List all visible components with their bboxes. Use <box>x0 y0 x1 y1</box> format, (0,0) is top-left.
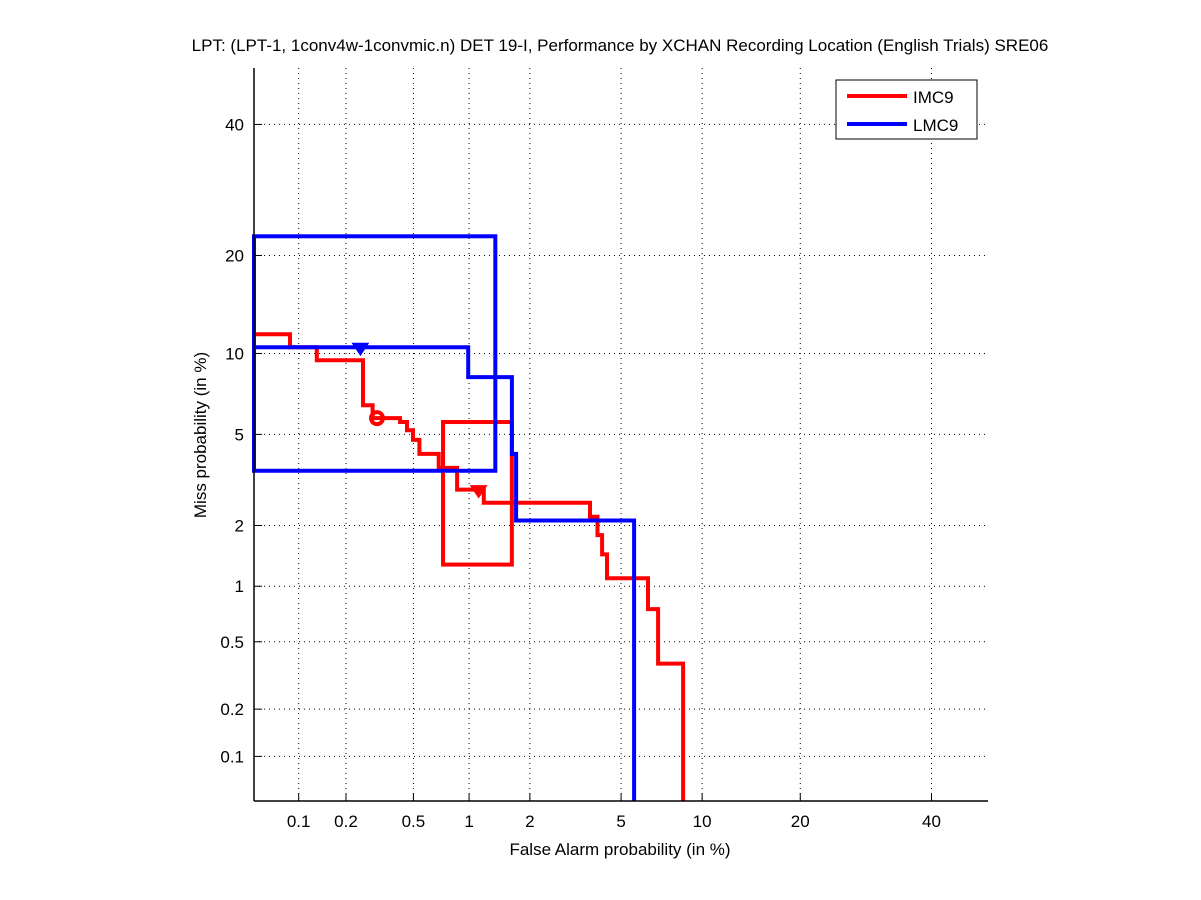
x-tick-label: 0.2 <box>334 812 358 831</box>
grid <box>254 68 988 801</box>
y-tick-label: 20 <box>225 246 244 265</box>
circle-marker <box>368 410 385 427</box>
legend: IMC9 LMC9 <box>835 79 978 140</box>
x-tick-label: 2 <box>525 812 534 831</box>
x-tick-label: 40 <box>922 812 941 831</box>
confidence-box-imc9 <box>441 420 514 567</box>
x-tick-label: 10 <box>693 812 712 831</box>
y-ticks: 0.1 0.2 0.5 1 2 5 10 20 40 <box>220 115 262 766</box>
y-tick-label: 5 <box>235 425 244 444</box>
x-tick-label: 0.1 <box>287 812 311 831</box>
legend-box <box>835 79 978 140</box>
y-tick-label: 10 <box>225 344 244 363</box>
x-axis-label: False Alarm probability (in %) <box>509 840 730 859</box>
y-tick-label: 0.2 <box>220 700 244 719</box>
y-axis-label: Miss probability (in %) <box>191 352 210 518</box>
y-tick-label: 40 <box>225 115 244 134</box>
legend-label-lmc9: LMC9 <box>913 116 958 135</box>
y-tick-label: 0.5 <box>220 633 244 652</box>
legend-label-imc9: IMC9 <box>913 88 954 107</box>
det-curve-imc9 <box>254 332 686 801</box>
y-tick-label: 1 <box>235 577 244 596</box>
x-tick-label: 0.5 <box>402 812 426 831</box>
x-tick-label: 20 <box>791 812 810 831</box>
y-tick-label: 2 <box>235 516 244 535</box>
chart-title: LPT: (LPT-1, 1conv4w-1convmic.n) DET 19-… <box>192 36 1049 55</box>
x-tick-label: 5 <box>616 812 625 831</box>
triangle-down-marker <box>469 485 488 499</box>
det-curve-lmc9 <box>254 345 637 801</box>
triangle-down-marker <box>351 342 370 357</box>
series-imc9 <box>254 332 686 801</box>
x-tick-label: 1 <box>464 812 473 831</box>
y-tick-label: 0.1 <box>220 747 244 766</box>
x-ticks: 0.1 0.2 0.5 1 2 5 10 20 40 <box>287 793 941 831</box>
